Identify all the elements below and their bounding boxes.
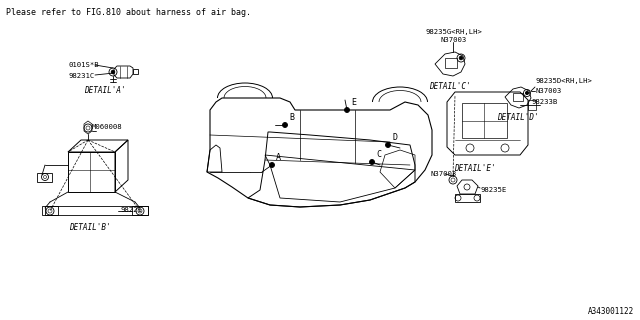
- Text: DETAIL'B': DETAIL'B': [69, 223, 111, 233]
- Text: C: C: [376, 150, 381, 159]
- Bar: [528, 100, 536, 110]
- Circle shape: [385, 142, 390, 148]
- Text: B: B: [289, 113, 294, 122]
- Text: M060008: M060008: [92, 124, 123, 130]
- Circle shape: [282, 123, 287, 127]
- Text: 98235G<RH,LH>: 98235G<RH,LH>: [425, 29, 482, 35]
- Circle shape: [111, 70, 115, 74]
- Text: 98221: 98221: [120, 207, 142, 213]
- Text: A343001122: A343001122: [588, 307, 634, 316]
- Bar: [133, 69, 138, 74]
- Circle shape: [525, 92, 529, 95]
- Text: 98235D<RH,LH>: 98235D<RH,LH>: [535, 78, 592, 84]
- Text: 98235E: 98235E: [480, 187, 506, 193]
- Text: A: A: [276, 153, 281, 162]
- Text: N37003: N37003: [430, 171, 456, 177]
- Bar: [462, 103, 507, 138]
- Text: DETAIL'E': DETAIL'E': [454, 164, 496, 172]
- Text: N37003: N37003: [440, 37, 467, 43]
- Text: 0101S*B: 0101S*B: [68, 62, 99, 68]
- Text: 98231C: 98231C: [68, 73, 94, 79]
- Text: DETAIL'A': DETAIL'A': [84, 85, 126, 94]
- Bar: [445, 58, 457, 68]
- Text: E: E: [351, 98, 356, 107]
- Circle shape: [344, 108, 349, 113]
- Circle shape: [460, 56, 463, 60]
- Text: N37003: N37003: [535, 88, 561, 94]
- Text: Please refer to FIG.810 about harness of air bag.: Please refer to FIG.810 about harness of…: [6, 8, 251, 17]
- Bar: [513, 93, 523, 101]
- Text: D: D: [392, 133, 397, 142]
- Text: DETAIL'C': DETAIL'C': [429, 82, 471, 91]
- Text: DETAIL'D': DETAIL'D': [497, 113, 539, 122]
- Circle shape: [269, 163, 275, 167]
- Text: 98233B: 98233B: [532, 99, 558, 105]
- Circle shape: [369, 159, 374, 164]
